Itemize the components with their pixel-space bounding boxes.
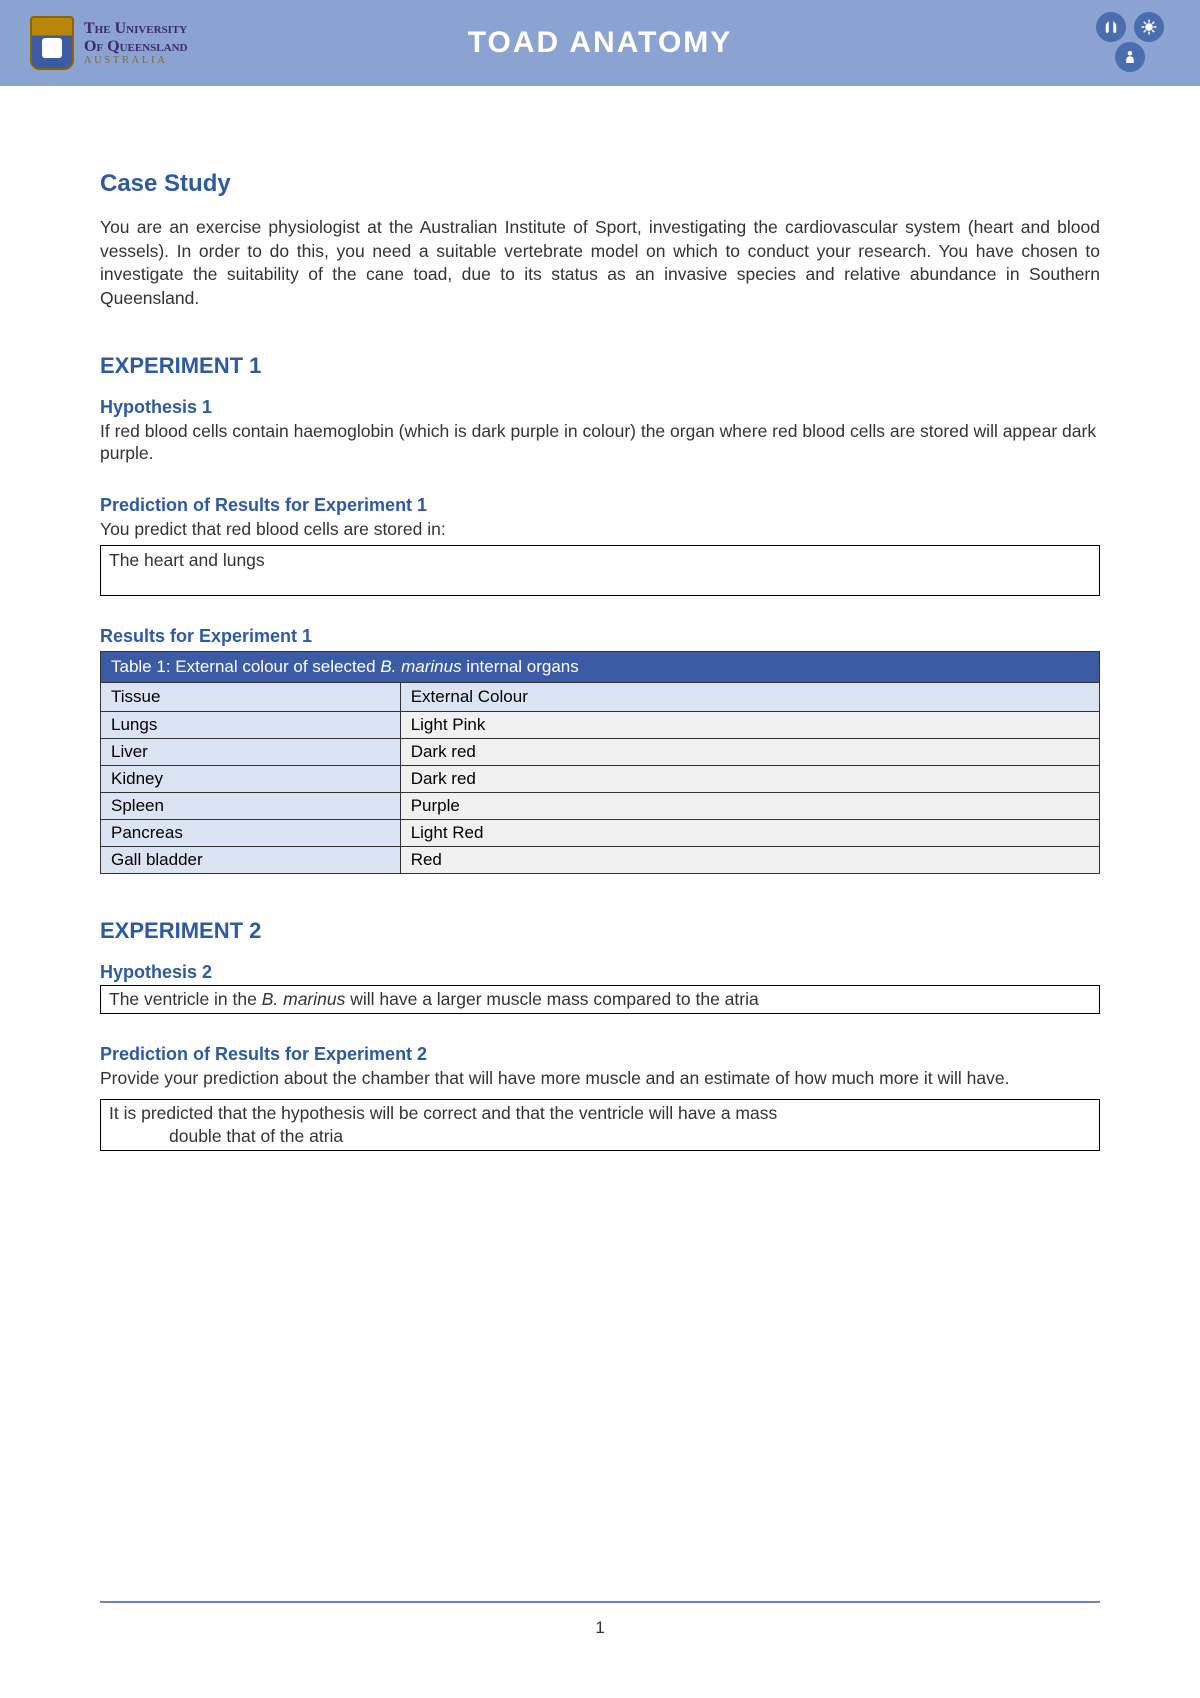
table-row: LiverDark red [101, 738, 1100, 765]
prediction-2-block: Prediction of Results for Experiment 2 P… [100, 1044, 1100, 1151]
virus-icon [1134, 12, 1164, 42]
table-row: LungsLight Pink [101, 711, 1100, 738]
cell-colour: Light Red [400, 819, 1099, 846]
cell-colour: Dark red [400, 738, 1099, 765]
prediction-1-answer-box: The heart and lungs [100, 545, 1100, 596]
cell-colour: Light Pink [400, 711, 1099, 738]
header-band: The University Of Queensland AUSTRALIA T… [0, 0, 1200, 86]
hypothesis-2-post: will have a larger muscle mass compared … [345, 989, 758, 1009]
hypothesis-2-box: The ventricle in the B. marinus will hav… [100, 985, 1100, 1014]
cell-tissue: Liver [101, 738, 401, 765]
prediction-1-answer: The heart and lungs [109, 550, 265, 570]
cell-tissue: Spleen [101, 792, 401, 819]
logo-line-2: Of Queensland [84, 38, 187, 56]
hypothesis-1-heading: Hypothesis 1 [100, 397, 1100, 418]
hypothesis-2-heading: Hypothesis 2 [100, 962, 1100, 983]
col-tissue: Tissue [101, 682, 401, 711]
logo-line-3: AUSTRALIA [84, 55, 187, 66]
prediction-1-text: You predict that red blood cells are sto… [100, 518, 1100, 541]
page-number: 1 [595, 1618, 604, 1638]
case-study-heading: Case Study [100, 170, 1100, 198]
results-1-heading: Results for Experiment 1 [100, 626, 1100, 647]
logo-line-1: The University [84, 20, 187, 38]
table-caption-post: internal organs [462, 657, 579, 676]
uq-logo-text: The University Of Queensland AUSTRALIA [84, 20, 187, 66]
cell-tissue: Gall bladder [101, 846, 401, 873]
header-icon-cluster [1090, 12, 1170, 74]
page-title: TOAD ANATOMY [468, 26, 733, 60]
cell-colour: Red [400, 846, 1099, 873]
hypothesis-2-species: B. marinus [262, 989, 346, 1009]
experiment-1-heading: EXPERIMENT 1 [100, 353, 1100, 379]
table-caption-pre: Table 1: External colour of selected [111, 657, 380, 676]
table-row: SpleenPurple [101, 792, 1100, 819]
prediction-2-text: Provide your prediction about the chambe… [100, 1067, 1100, 1090]
prediction-2-answer-box: It is predicted that the hypothesis will… [100, 1099, 1100, 1151]
lungs-icon [1096, 12, 1126, 42]
cell-colour: Dark red [400, 765, 1099, 792]
hypothesis-2-pre: The ventricle in the [109, 989, 262, 1009]
footer-rule [100, 1601, 1100, 1603]
table-caption-species: B. marinus [380, 657, 461, 676]
table-row: KidneyDark red [101, 765, 1100, 792]
cell-tissue: Lungs [101, 711, 401, 738]
prediction-1-heading: Prediction of Results for Experiment 1 [100, 495, 1100, 516]
prediction-1-block: Prediction of Results for Experiment 1 Y… [100, 495, 1100, 596]
table-caption-row: Table 1: External colour of selected B. … [101, 651, 1100, 682]
table-header-row: Tissue External Colour [101, 682, 1100, 711]
cell-tissue: Pancreas [101, 819, 401, 846]
table-row: Gall bladderRed [101, 846, 1100, 873]
person-icon [1115, 42, 1145, 72]
prediction-2-answer-line2: double that of the atria [109, 1125, 1091, 1148]
col-colour: External Colour [400, 682, 1099, 711]
experiment-2-heading: EXPERIMENT 2 [100, 918, 1100, 944]
hypothesis-2-block: Hypothesis 2 The ventricle in the B. mar… [100, 962, 1100, 1014]
case-study-text: You are an exercise physiologist at the … [100, 216, 1100, 311]
results-1-block: Results for Experiment 1 Table 1: Extern… [100, 626, 1100, 874]
uq-crest-icon [30, 16, 74, 70]
prediction-2-answer-line1: It is predicted that the hypothesis will… [109, 1103, 777, 1123]
table-caption: Table 1: External colour of selected B. … [101, 651, 1100, 682]
cell-tissue: Kidney [101, 765, 401, 792]
table-row: PancreasLight Red [101, 819, 1100, 846]
cell-colour: Purple [400, 792, 1099, 819]
hypothesis-1-text: If red blood cells contain haemoglobin (… [100, 420, 1100, 466]
page-content: Case Study You are an exercise physiolog… [0, 86, 1200, 1151]
results-1-table: Table 1: External colour of selected B. … [100, 651, 1100, 874]
uq-logo: The University Of Queensland AUSTRALIA [30, 16, 187, 70]
prediction-2-heading: Prediction of Results for Experiment 2 [100, 1044, 1100, 1065]
hypothesis-1-block: Hypothesis 1 If red blood cells contain … [100, 397, 1100, 466]
